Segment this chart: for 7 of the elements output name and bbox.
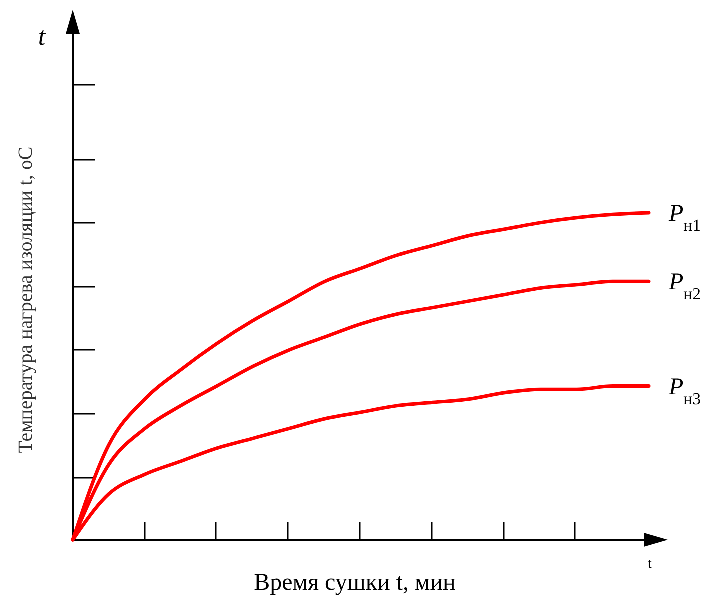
series-label: P$_{н2}$: [668, 270, 702, 304]
y-axis-title: Температура нагрева изоляции t, оС: [15, 146, 37, 454]
series-label: P$_{н1}$: [668, 201, 702, 234]
x-axis-title: Время сушки t, мин: [254, 570, 456, 596]
series-label: P$_{н3}$: [668, 374, 702, 408]
text: t: [648, 557, 652, 572]
text: t: [38, 22, 46, 51]
